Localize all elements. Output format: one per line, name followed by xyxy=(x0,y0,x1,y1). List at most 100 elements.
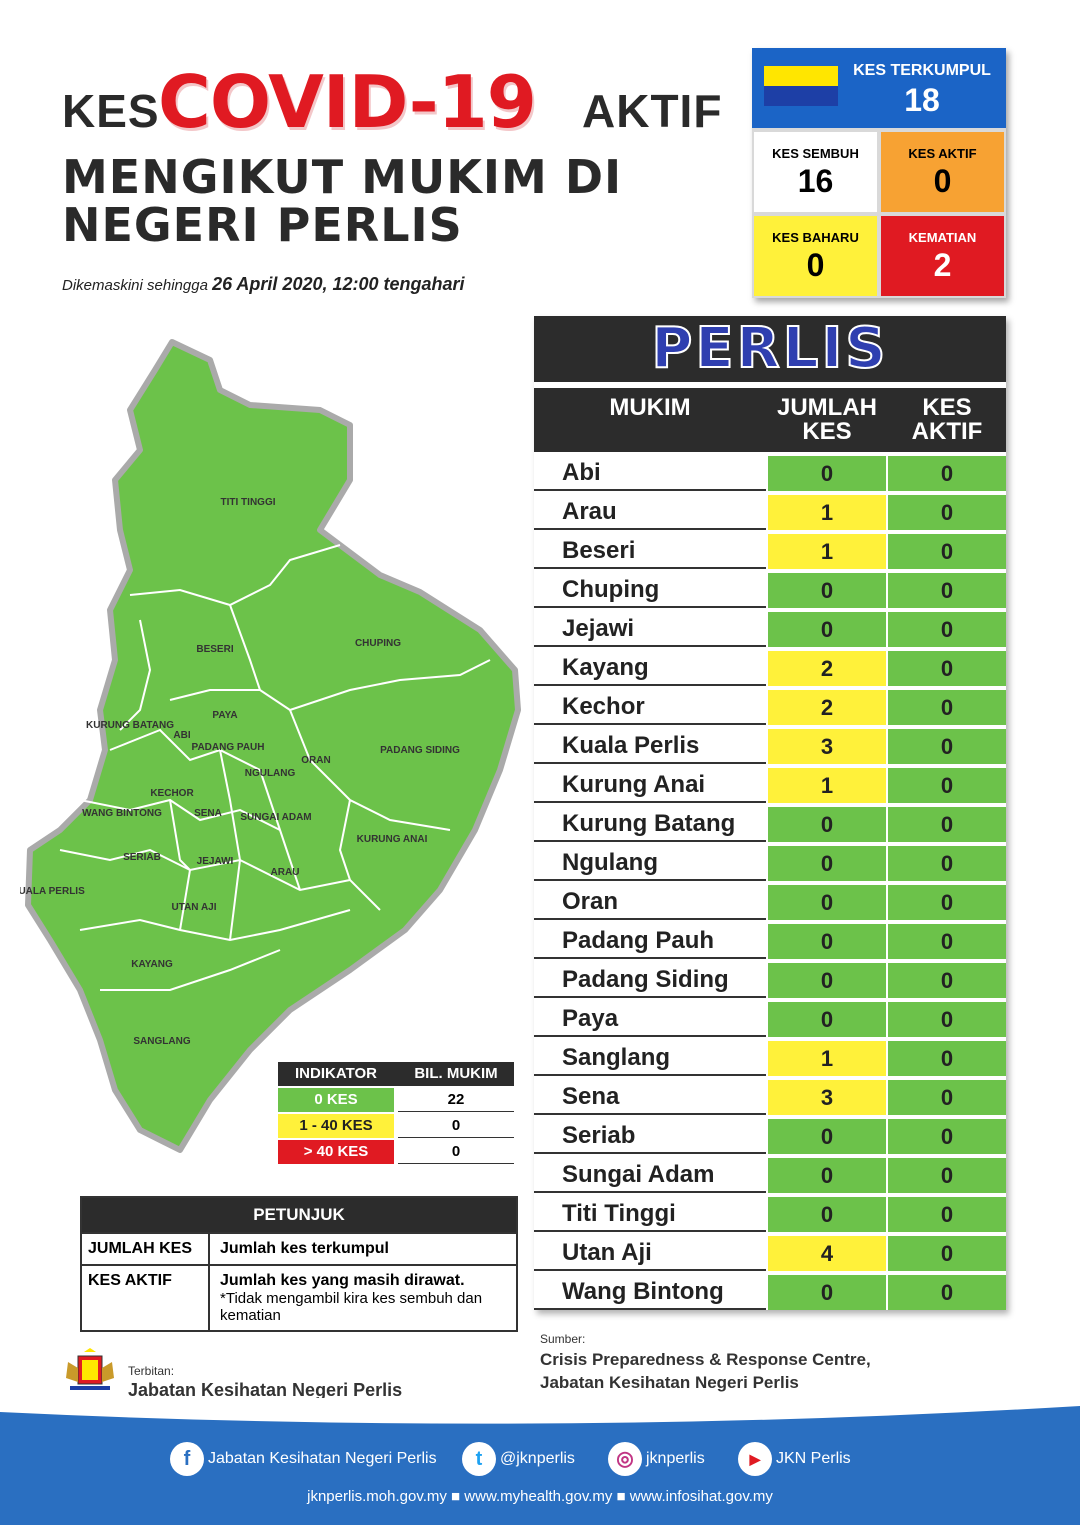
updated-text: Dikemaskini sehingga 26 April 2020, 12:0… xyxy=(62,274,465,295)
jumlah-kes-cell: 0 xyxy=(768,1158,886,1193)
facebook-link[interactable]: f Jabatan Kesihatan Negeri Perlis xyxy=(170,1442,437,1476)
kes-aktif-cell: 0 xyxy=(888,807,1006,842)
mukim-name: Oran xyxy=(534,885,766,920)
footer-wave xyxy=(0,1398,1080,1424)
twitter-text: @jknperlis xyxy=(500,1450,575,1467)
twitter-link[interactable]: t @jknperlis xyxy=(462,1442,575,1476)
indicator-value-0: 22 xyxy=(398,1088,514,1112)
jumlah-kes-cell: 1 xyxy=(768,534,886,569)
kes-aktif-cell: 0 xyxy=(888,1275,1006,1310)
map-label-titi-tinggi: TITI TINGGI xyxy=(221,497,276,508)
table-title: PERLIS xyxy=(534,315,1006,382)
jumlah-kes-cell: 0 xyxy=(768,573,886,608)
sembuh-label: KES SEMBUH xyxy=(772,146,859,161)
table-row: Arau 1 0 xyxy=(534,495,1006,530)
map-label-padang-siding: PADANG SIDING xyxy=(380,745,460,756)
table-row: Utan Aji 4 0 xyxy=(534,1236,1006,1271)
kes-aktif-cell: 0 xyxy=(888,924,1006,959)
instagram-text: jknperlis xyxy=(646,1450,705,1467)
title-covid: COVID-19 xyxy=(158,60,537,144)
mukim-name: Ngulang xyxy=(534,846,766,881)
mukim-name: Sanglang xyxy=(534,1041,766,1076)
table-row: Wang Bintong 0 0 xyxy=(534,1275,1006,1310)
facebook-icon: f xyxy=(170,1442,204,1476)
table-row: Sungai Adam 0 0 xyxy=(534,1158,1006,1193)
petunjuk-val-1: Jumlah kes terkumpul xyxy=(220,1240,389,1257)
map-label-jejawi: JEJAWI xyxy=(197,856,234,867)
petunjuk-title: PETUNJUK xyxy=(82,1198,516,1232)
indicator-table: INDIKATOR BIL. MUKIM 0 KES 22 1 - 40 KES… xyxy=(278,1062,514,1164)
mukim-name: Padang Siding xyxy=(534,963,766,998)
petunjuk-key-2: KES AKTIF xyxy=(82,1266,210,1330)
mukim-name: Kayang xyxy=(534,651,766,686)
kes-aktif-cell: 0 xyxy=(888,495,1006,530)
jumlah-kes-cell: 0 xyxy=(768,1197,886,1232)
table-row: Chuping 0 0 xyxy=(534,573,1006,608)
jumlah-kes-cell: 0 xyxy=(768,924,886,959)
col-aktif: KES AKTIF xyxy=(911,394,983,445)
youtube-text: JKN Perlis xyxy=(776,1450,851,1467)
sembuh-value: 16 xyxy=(797,163,834,199)
kematian-label: KEMATIAN xyxy=(908,230,977,245)
table-row: Kayang 2 0 xyxy=(534,651,1006,686)
table-row: Sanglang 1 0 xyxy=(534,1041,1006,1076)
mukim-name: Seriab xyxy=(534,1119,766,1154)
jumlah-kes-cell: 4 xyxy=(768,1236,886,1271)
footer-bar: f Jabatan Kesihatan Negeri Perlis t @jkn… xyxy=(0,1398,1080,1525)
kes-aktif-cell: 0 xyxy=(888,729,1006,764)
kes-aktif-cell: 0 xyxy=(888,885,1006,920)
kes-aktif-cell: 0 xyxy=(888,1158,1006,1193)
stat-sembuh: KES SEMBUH 16 xyxy=(754,132,877,212)
table-row: Padang Siding 0 0 xyxy=(534,963,1006,998)
updated-prefix: Dikemaskini sehingga xyxy=(62,277,208,294)
map-label-ngulang: NGULANG xyxy=(245,768,296,779)
kes-aktif-cell: 0 xyxy=(888,1119,1006,1154)
map-label-kurung-batang: KURUNG BATANG xyxy=(86,720,174,731)
facebook-text: Jabatan Kesihatan Negeri Perlis xyxy=(208,1450,437,1467)
terbitan-label: Terbitan: xyxy=(128,1364,175,1378)
sumber-label: Sumber: xyxy=(540,1332,586,1346)
kes-aktif-cell: 0 xyxy=(888,456,1006,491)
kes-aktif-cell: 0 xyxy=(888,1236,1006,1271)
indicator-label-2: > 40 KES xyxy=(278,1140,394,1164)
kes-aktif-cell: 0 xyxy=(888,1041,1006,1076)
map-label-seriab: SERIAB xyxy=(123,852,161,863)
jumlah-kes-cell: 2 xyxy=(768,651,886,686)
table-header: MUKIM JUMLAH KES KES AKTIF xyxy=(534,388,1006,452)
jumlah-kes-cell: 1 xyxy=(768,768,886,803)
map-label-abi: ABI xyxy=(173,730,190,741)
kes-aktif-cell: 0 xyxy=(888,573,1006,608)
kes-aktif-cell: 0 xyxy=(888,690,1006,725)
jumlah-kes-cell: 0 xyxy=(768,1002,886,1037)
kes-aktif-cell: 0 xyxy=(888,1197,1006,1232)
mukim-name: Beseri xyxy=(534,534,766,569)
table-row: Kuala Perlis 3 0 xyxy=(534,729,1006,764)
mukim-name: Kurung Batang xyxy=(534,807,766,842)
jumlah-kes-cell: 0 xyxy=(768,612,886,647)
mukim-table: PERLIS MUKIM JUMLAH KES KES AKTIF Abi 0 0 A… xyxy=(534,315,1006,1310)
jumlah-kes-cell: 3 xyxy=(768,1080,886,1115)
map-shape xyxy=(25,339,521,1153)
kes-aktif-cell: 0 xyxy=(888,768,1006,803)
jumlah-kes-cell: 0 xyxy=(768,1275,886,1310)
title-line3: NEGERI PERLIS xyxy=(62,198,463,252)
aktif-label: KES AKTIF xyxy=(908,146,977,161)
col-jumlah: JUMLAH KES xyxy=(777,394,877,445)
mukim-name: Chuping xyxy=(534,573,766,608)
mukim-name: Sena xyxy=(534,1080,766,1115)
youtube-link[interactable]: ▶ JKN Perlis xyxy=(738,1442,851,1476)
twitter-icon: t xyxy=(462,1442,496,1476)
kes-aktif-cell: 0 xyxy=(888,1002,1006,1037)
stat-kematian: KEMATIAN 2 xyxy=(881,216,1004,296)
stat-aktif: KES AKTIF 0 xyxy=(881,132,1004,212)
footer-links[interactable]: jknperlis.moh.gov.my ■ www.myhealth.gov.… xyxy=(307,1488,773,1505)
instagram-link[interactable]: ◎ jknperlis xyxy=(608,1442,705,1476)
mukim-name: Abi xyxy=(534,456,766,491)
table-row: Kechor 2 0 xyxy=(534,690,1006,725)
legend-petunjuk: PETUNJUK JUMLAH KES Jumlah kes terkumpul… xyxy=(80,1196,518,1332)
map-label-oran: ORAN xyxy=(301,755,330,766)
petunjuk-val-2: Jumlah kes yang masih dirawat. xyxy=(220,1272,465,1289)
stats-panel: KES TERKUMPUL 18 KES SEMBUH 16 KES AKTIF… xyxy=(752,48,1006,298)
table-row: Oran 0 0 xyxy=(534,885,1006,920)
map-label-paya: PAYA xyxy=(212,710,237,721)
